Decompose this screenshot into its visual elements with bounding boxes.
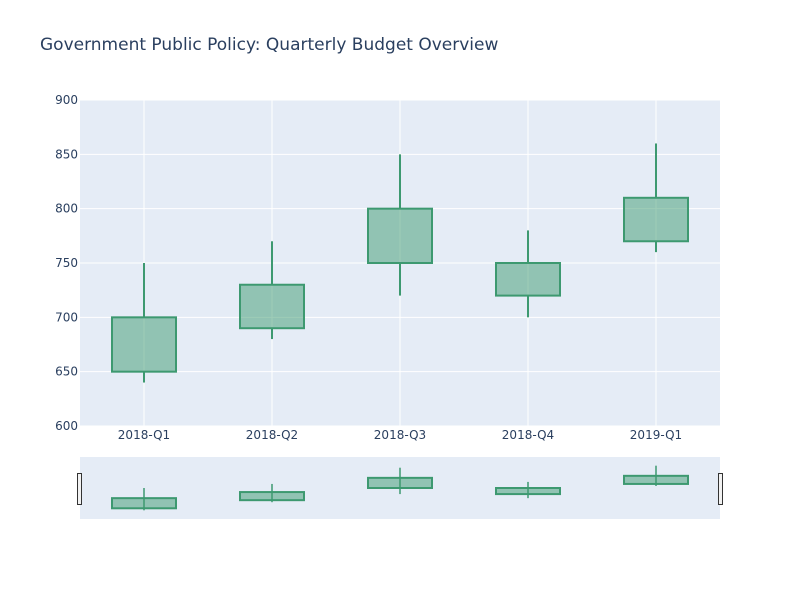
candle-body (623, 196, 689, 243)
candles (111, 143, 689, 383)
mini-candle-body (495, 487, 561, 496)
y-tick-label: 700 (55, 310, 78, 324)
mini-candle-body (239, 491, 305, 502)
y-tick-label: 850 (55, 147, 78, 161)
range-slider-left-handle[interactable] (77, 473, 82, 505)
x-axis-ticks: 2018-Q1 2018-Q2 2018-Q3 2018-Q4 2019-Q1 (118, 428, 682, 442)
y-axis-ticks: 600 650 700 750 800 850 900 (55, 93, 78, 433)
x-tick-label: 2019-Q1 (630, 428, 682, 442)
candle-body (239, 283, 305, 330)
y-tick-label: 900 (55, 93, 78, 107)
candle-body (495, 262, 561, 297)
x-tick-label: 2018-Q4 (502, 428, 554, 442)
mini-candle-body (367, 476, 433, 489)
y-tick-label: 650 (55, 365, 78, 379)
y-tick-label: 800 (55, 202, 78, 216)
candle-body (111, 316, 177, 373)
chart-title: Government Public Policy: Quarterly Budg… (40, 35, 498, 55)
candle-body (367, 207, 433, 265)
range-slider-candles (111, 465, 689, 511)
x-tick-label: 2018-Q3 (374, 428, 426, 442)
range-slider-right-handle[interactable] (718, 473, 723, 505)
x-tick-label: 2018-Q2 (246, 428, 298, 442)
mini-candle-body (623, 474, 689, 485)
mini-candle-body (111, 497, 177, 510)
y-tick-label: 750 (55, 256, 78, 270)
x-tick-label: 2018-Q1 (118, 428, 170, 442)
y-tick-label: 600 (55, 419, 78, 433)
